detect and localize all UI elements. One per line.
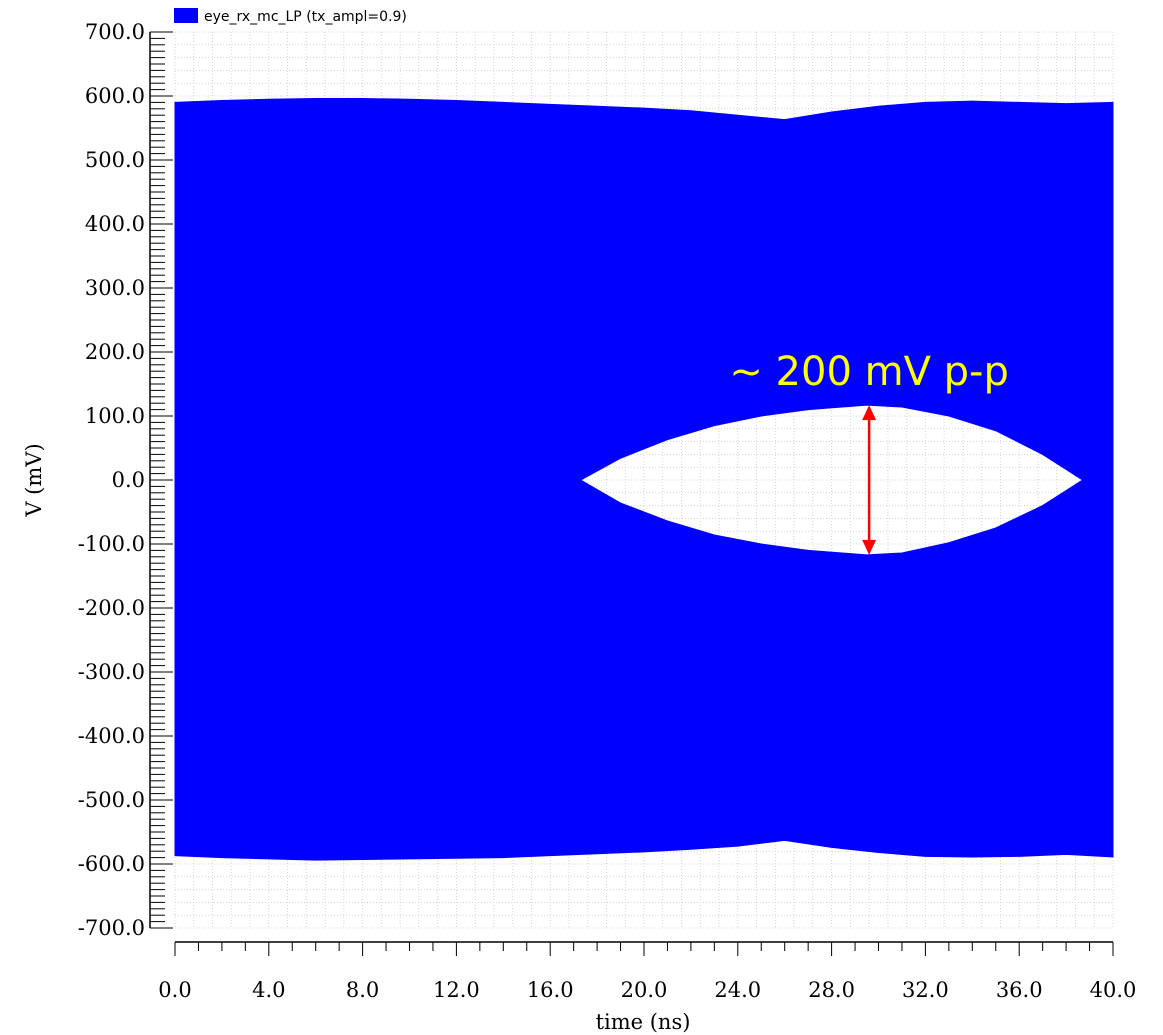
y-tick-label: 600.0 bbox=[85, 84, 145, 108]
eye-height-arrow-head-up bbox=[862, 405, 877, 421]
x-tick-label: 28.0 bbox=[808, 978, 855, 1002]
annotations: ~ 200 mV p-p bbox=[729, 349, 1009, 555]
x-tick-label: 16.0 bbox=[527, 978, 574, 1002]
y-tick-label: 400.0 bbox=[85, 212, 145, 236]
x-tick-label: 20.0 bbox=[621, 978, 668, 1002]
x-tick-label: 40.0 bbox=[1090, 978, 1137, 1002]
eye-height-arrow-head-down bbox=[862, 539, 877, 555]
y-tick-label: 100.0 bbox=[85, 404, 145, 428]
y-tick-label: -600.0 bbox=[78, 852, 145, 876]
y-tick-label: 300.0 bbox=[85, 276, 145, 300]
y-tick-label: -300.0 bbox=[78, 660, 145, 684]
y-tick-label: 200.0 bbox=[85, 340, 145, 364]
legend-label: eye_rx_mc_LP (tx_ampl=0.9) bbox=[204, 9, 407, 25]
y-tick-label: 700.0 bbox=[85, 20, 145, 44]
y-tick-label: -200.0 bbox=[78, 596, 145, 620]
plot-area bbox=[174, 98, 1114, 861]
y-tick-label: 500.0 bbox=[85, 148, 145, 172]
x-tick-label: 8.0 bbox=[346, 978, 379, 1002]
eye-height-annotation: ~ 200 mV p-p bbox=[729, 349, 1009, 395]
x-tick-label: 32.0 bbox=[902, 978, 949, 1002]
y-tick-label: -100.0 bbox=[78, 532, 145, 556]
y-tick-label: 0.0 bbox=[112, 468, 145, 492]
eye-diagram-area bbox=[174, 98, 1114, 861]
y-tick-label: -700.0 bbox=[78, 916, 145, 940]
y-axis: 700.0 600.0 500.0 400.0 300.0 200.0 100.0 0.0 -1… bbox=[78, 20, 173, 940]
legend-swatch bbox=[174, 8, 198, 23]
y-tick-label: -500.0 bbox=[78, 788, 145, 812]
x-tick-label: 12.0 bbox=[433, 978, 480, 1002]
x-tick-label: 0.0 bbox=[158, 978, 191, 1002]
x-axis: 0.0 4.0 8.0 12.0 16.0 20.0 24.0 28.0 32.0 36.0 40.… bbox=[158, 941, 1137, 1002]
x-axis-title: time (ns) bbox=[596, 1010, 691, 1034]
legend: eye_rx_mc_LP (tx_ampl=0.9) bbox=[174, 8, 407, 25]
x-tick-label: 24.0 bbox=[714, 978, 761, 1002]
y-axis-title: V (mV) bbox=[22, 443, 46, 517]
y-tick-label: -400.0 bbox=[78, 724, 145, 748]
x-tick-label: 36.0 bbox=[996, 978, 1043, 1002]
x-tick-label: 4.0 bbox=[252, 978, 285, 1002]
